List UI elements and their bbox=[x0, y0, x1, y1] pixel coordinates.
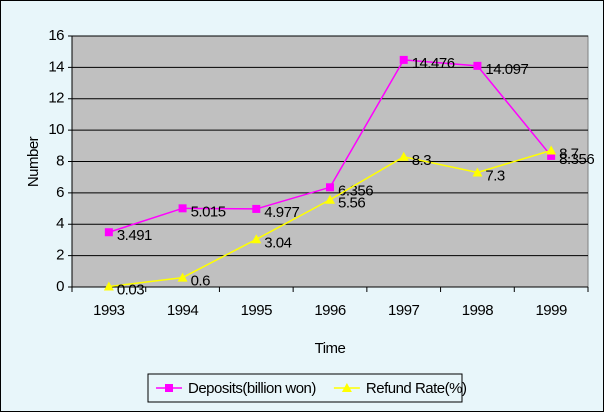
marker bbox=[341, 383, 352, 392]
marker bbox=[398, 151, 409, 161]
marker bbox=[251, 234, 262, 244]
marker bbox=[472, 167, 483, 177]
data-label: 3.491 bbox=[117, 227, 152, 244]
y-tick-label: 10 bbox=[48, 121, 64, 138]
legend-box bbox=[147, 373, 463, 403]
data-label: 0.6 bbox=[191, 273, 211, 290]
marker bbox=[547, 151, 556, 160]
marker bbox=[473, 61, 482, 70]
data-label: 6.356 bbox=[338, 182, 373, 199]
y-tick-label: 4 bbox=[56, 215, 64, 232]
y-tick-label: 6 bbox=[56, 184, 64, 201]
data-label: 8.7 bbox=[559, 145, 579, 162]
x-tick-label: 1999 bbox=[535, 302, 567, 319]
marker bbox=[325, 194, 335, 204]
y-tick-label: 12 bbox=[48, 90, 64, 107]
x-tick-label: 1993 bbox=[93, 302, 125, 319]
data-label: 3.04 bbox=[264, 234, 291, 251]
y-tick-label: 2 bbox=[56, 247, 64, 264]
y-tick-label: 14 bbox=[48, 58, 64, 75]
data-label: 0.03 bbox=[117, 281, 144, 298]
x-tick-label: 1994 bbox=[167, 302, 199, 319]
marker bbox=[399, 55, 408, 64]
marker bbox=[326, 183, 334, 192]
y-tick-label: 0 bbox=[56, 278, 64, 295]
marker bbox=[546, 145, 557, 155]
legend-label: Deposits(billion won) bbox=[188, 380, 316, 397]
data-label: 7.3 bbox=[485, 167, 505, 184]
marker bbox=[104, 228, 113, 237]
x-axis-title: Time bbox=[315, 340, 346, 357]
data-label: 14.476 bbox=[412, 55, 455, 72]
data-label: 8.3 bbox=[412, 152, 432, 169]
data-label: 4.977 bbox=[264, 204, 299, 221]
marker bbox=[252, 204, 261, 213]
data-label: 8.356 bbox=[559, 151, 594, 168]
marker bbox=[165, 384, 173, 392]
x-tick-label: 1997 bbox=[388, 302, 420, 319]
y-axis-title: Number bbox=[25, 136, 42, 187]
data-label: 5.015 bbox=[191, 203, 226, 220]
legend-label: Refund Rate(%) bbox=[366, 380, 467, 397]
x-tick-label: 1998 bbox=[462, 302, 494, 319]
data-label: 14.097 bbox=[485, 61, 528, 78]
data-label: 5.56 bbox=[338, 195, 365, 212]
x-tick-label: 1996 bbox=[314, 302, 346, 319]
x-tick-label: 1995 bbox=[241, 302, 273, 319]
legend: Deposits(billion won) Refund Rate(%) bbox=[147, 373, 467, 403]
marker bbox=[177, 272, 188, 282]
marker bbox=[178, 204, 187, 213]
y-tick-label: 16 bbox=[48, 27, 64, 44]
marker bbox=[103, 281, 114, 291]
y-tick-label: 8 bbox=[56, 152, 64, 169]
